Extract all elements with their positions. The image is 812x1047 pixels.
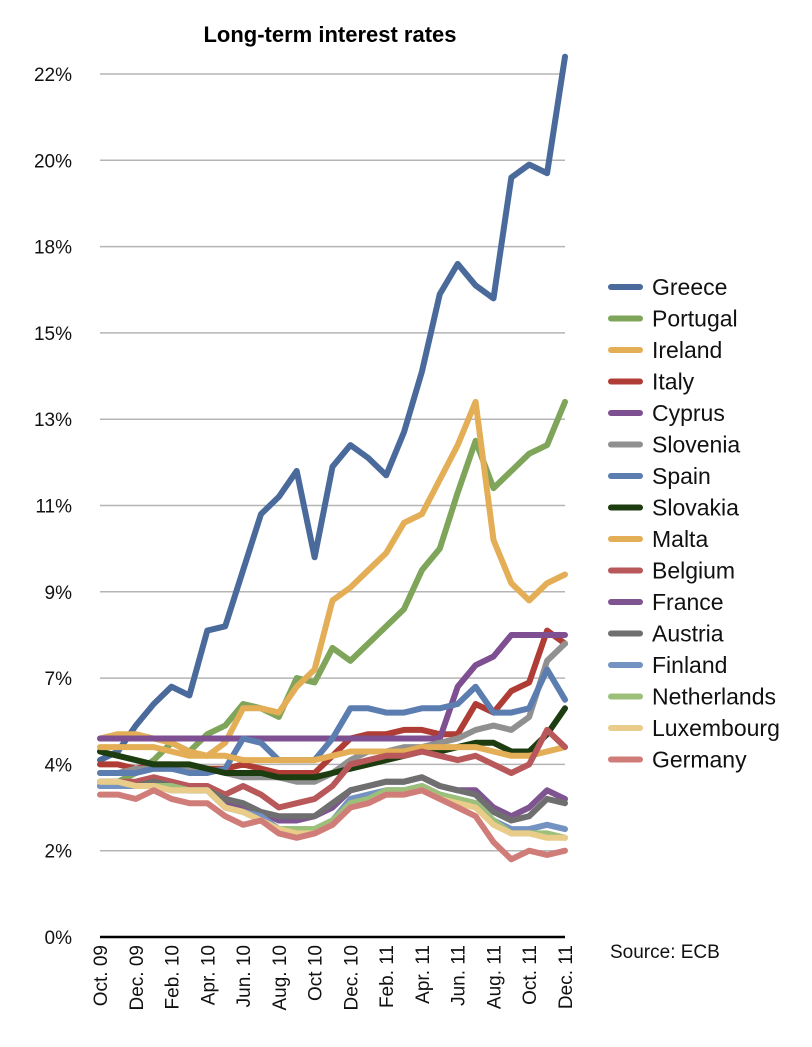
legend-label: Austria xyxy=(652,621,724,647)
x-tick-label: Dec. 09 xyxy=(127,945,148,1010)
y-tick-label: 4% xyxy=(45,755,73,776)
x-tick-label: Dec. 10 xyxy=(341,945,362,1010)
series-line-spain xyxy=(97,666,568,776)
legend-label: Malta xyxy=(652,526,708,552)
legend-label: France xyxy=(652,589,724,615)
y-tick-label: 15% xyxy=(34,324,72,345)
y-axis-tick-labels: 0% 2% 4% 7% 9% 11% 13% 15% 18% 20% 22% xyxy=(34,65,72,949)
x-tick-label: Jun. 11 xyxy=(449,945,470,1006)
legend-label: Luxembourg xyxy=(652,715,780,741)
y-tick-label: 9% xyxy=(45,583,73,604)
series-line-belgium xyxy=(97,726,568,811)
x-tick-label: Feb. 10 xyxy=(163,945,184,1009)
y-tick-label: 22% xyxy=(34,65,72,86)
series-line-malta xyxy=(97,744,568,764)
y-tick-label: 18% xyxy=(34,238,72,259)
y-tick-label: 0% xyxy=(45,928,73,949)
legend-label: Italy xyxy=(652,369,695,395)
x-tick-label: Dec. 11 xyxy=(556,945,577,1009)
legend-label: Netherlands xyxy=(652,684,776,710)
y-tick-label: 20% xyxy=(34,151,72,172)
y-tick-label: 13% xyxy=(34,410,72,431)
legend-label: Portugal xyxy=(652,306,738,332)
y-tick-label: 7% xyxy=(45,669,73,690)
x-tick-label: Jun. 10 xyxy=(234,945,255,1007)
legend: Greece Portugal Ireland Italy Cyprus Slovenia… xyxy=(608,274,780,773)
x-tick-label: Feb. 11 xyxy=(377,945,398,1008)
y-tick-label: 11% xyxy=(35,497,72,518)
legend-label: Cyprus xyxy=(652,400,725,426)
legend-label: Slovenia xyxy=(652,432,740,458)
x-tick-label: Aug. 11 xyxy=(484,945,505,1009)
legend-label: Greece xyxy=(652,274,727,300)
legend-label: Germany xyxy=(652,747,747,773)
series-lines xyxy=(97,53,568,863)
x-tick-label: Oct 10 xyxy=(306,945,327,1001)
x-axis-tick-labels: Oct. 09 Dec. 09 Feb. 10 Apr. 10 Jun. 10 Aug. … xyxy=(91,945,577,1011)
legend-label: Spain xyxy=(652,463,711,489)
series-line-ireland xyxy=(97,398,568,759)
x-tick-label: Oct. 11 xyxy=(520,945,541,1005)
x-tick-label: Apr. 10 xyxy=(198,945,219,1005)
legend-label: Slovakia xyxy=(652,495,739,521)
legend-label: Finland xyxy=(652,652,727,678)
chart-title: Long-term interest rates xyxy=(203,22,456,47)
legend-label: Belgium xyxy=(652,558,735,584)
x-tick-label: Aug. 10 xyxy=(270,945,291,1011)
source-note: Source: ECB xyxy=(610,942,720,963)
series-line-greece xyxy=(97,53,568,764)
x-tick-label: Oct. 09 xyxy=(91,945,112,1006)
series-line-slovakia xyxy=(97,705,568,781)
y-tick-label: 2% xyxy=(45,842,73,863)
legend-label: Ireland xyxy=(652,337,722,363)
series-line-germany xyxy=(97,787,568,863)
x-tick-label: Apr. 11 xyxy=(413,945,434,1004)
